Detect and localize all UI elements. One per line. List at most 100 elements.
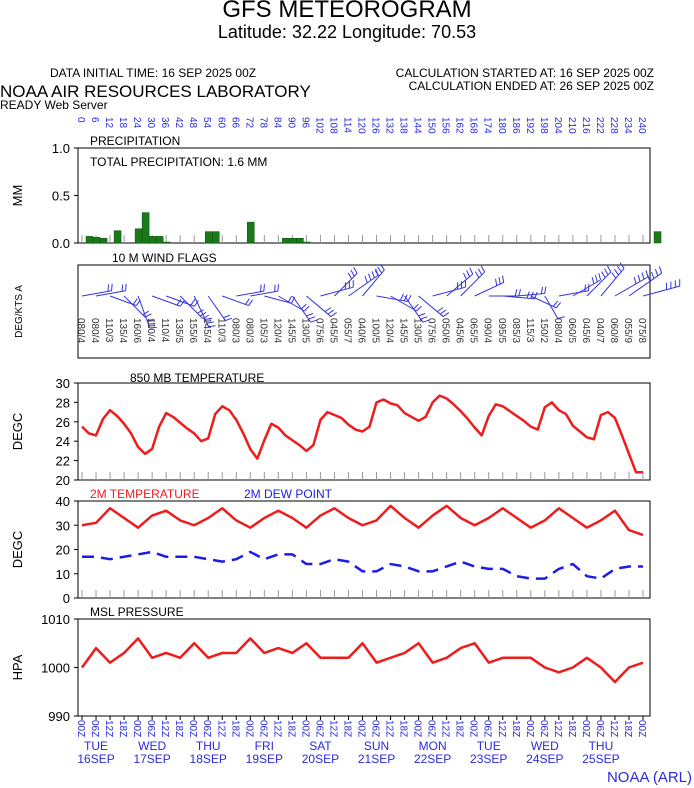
- top-hour-label: 108: [327, 117, 338, 134]
- legend-temperature: 2M TEMPERATURE: [90, 487, 200, 501]
- top-hour-label: 48: [187, 117, 198, 129]
- wind-flag-label: 055/7: [341, 318, 352, 343]
- wind-flag-barb: [324, 307, 332, 313]
- y-tick-label: 26: [56, 415, 70, 430]
- page-title: GFS METEOROGRAM: [222, 0, 472, 23]
- y-axis-label: DEGC: [10, 531, 25, 569]
- wind-flag-staff: [418, 295, 444, 317]
- wind-flag-staff: [628, 272, 663, 297]
- wind-flag-barb: [614, 269, 619, 276]
- wind-flag-label: 130/5: [299, 318, 310, 343]
- y-tick-label: 1010: [41, 612, 70, 627]
- wind-flag-barb: [616, 265, 622, 273]
- bottom-hour-label: 12Z: [103, 720, 114, 737]
- wind-flag-staff: [600, 268, 625, 297]
- bottom-hour-label: 00Z: [299, 720, 310, 737]
- wind-flag-barb: [637, 274, 641, 282]
- wind-flag-barb: [206, 321, 214, 324]
- precip-bar: [303, 241, 311, 244]
- wind-flag-barb: [540, 286, 544, 294]
- precip-bar: [162, 241, 171, 244]
- y-tick-label: 30: [56, 518, 70, 533]
- day-date-label: 25SEP: [582, 752, 619, 766]
- wind-flag-label: 040/6: [356, 318, 367, 343]
- top-hour-label: 222: [594, 117, 605, 134]
- wind-flag-staff: [250, 290, 278, 297]
- wind-flag-staff: [502, 295, 535, 300]
- precip-bar: [247, 221, 255, 244]
- bottom-hour-label: 06Z: [257, 720, 268, 737]
- bottom-hour-label: 06Z: [426, 720, 437, 737]
- wind-flag-staff: [376, 295, 409, 303]
- day-name-label: SUN: [364, 739, 389, 753]
- wind-flag-barb: [604, 268, 609, 276]
- wind-flag-barb: [379, 263, 385, 271]
- y-axis-label: DEGC: [10, 413, 25, 451]
- top-hour-label: 102: [313, 117, 324, 134]
- day-date-label: 16SEP: [77, 752, 114, 766]
- location-subtitle: Latitude: 32.22 Longitude: 70.53: [217, 22, 477, 42]
- wind-flag-staff: [123, 295, 146, 318]
- wind-flag-barb: [594, 275, 598, 283]
- bottom-hour-label: 00Z: [468, 720, 479, 737]
- wind-flag-label: 135/4: [117, 318, 128, 343]
- wind-flag-barb: [274, 284, 276, 292]
- top-hour-label: 198: [538, 117, 549, 134]
- wind-flag-barb: [132, 298, 138, 305]
- bottom-hour-label: 00Z: [243, 720, 254, 737]
- wind-flag-staff: [586, 271, 612, 297]
- top-hour-label: 168: [468, 117, 479, 134]
- wind-flag-barb: [480, 265, 486, 273]
- top-hour-label: 234: [622, 117, 633, 134]
- wind-flag-barb: [598, 273, 602, 281]
- y-tick-label: 990: [48, 709, 70, 724]
- bottom-hour-label: 12Z: [215, 720, 226, 737]
- bottom-hour-label: 18Z: [622, 720, 633, 737]
- wind-flag-label: 145/5: [285, 318, 296, 343]
- wind-flag-barb: [552, 300, 559, 307]
- wind-flag-label: 060/5: [566, 318, 577, 343]
- bottom-hour-label: 12Z: [552, 720, 563, 737]
- bottom-hour-label: 18Z: [229, 720, 240, 737]
- y-axis-label: DEG/KTS A: [14, 285, 25, 338]
- bottom-hour-label: 06Z: [89, 720, 100, 737]
- wind-flag-staff: [236, 290, 264, 297]
- bottom-hour-label: 00Z: [356, 720, 367, 737]
- wind-flag-barb: [260, 284, 262, 292]
- top-hour-label: 174: [482, 117, 493, 134]
- wind-flag-label: 110/3: [215, 318, 226, 343]
- wind-flag-barb: [647, 274, 651, 282]
- wind-flag-label: 040/7: [594, 318, 605, 343]
- wind-flag-barb: [353, 267, 358, 274]
- wind-flag-barb: [413, 303, 419, 310]
- wind-flag-barb: [420, 316, 428, 320]
- wind-flag-barb: [107, 284, 110, 292]
- wind-flag-staff: [432, 286, 466, 297]
- precip-bar: [113, 230, 122, 244]
- wind-flag-label: 045/6: [580, 318, 591, 343]
- wind-flag-label: 075/6: [426, 318, 437, 343]
- panel-title: MSL PRESSURE: [90, 605, 184, 619]
- wind-flag-label: 090/4: [482, 318, 493, 343]
- wind-flag-barb: [125, 283, 127, 291]
- wind-flag-label: 080/4: [89, 318, 100, 343]
- wind-flag-staff: [390, 295, 417, 312]
- calculation-started: CALCULATION STARTED AT: 16 SEP 2025 00Z: [395, 66, 654, 80]
- top-hour-label: 0: [75, 117, 86, 123]
- top-hour-label: 138: [398, 117, 409, 134]
- wind-flag-barb: [518, 289, 522, 297]
- top-hour-label: 114: [341, 117, 352, 133]
- wind-flag-barb: [544, 286, 547, 294]
- wind-flag-barb: [557, 316, 565, 319]
- wind-flag-staff: [334, 273, 358, 297]
- day-name-label: TUE: [84, 739, 108, 753]
- wind-flag-label: 105/3: [257, 318, 268, 343]
- y-tick-label: 0.0: [52, 236, 70, 251]
- bottom-hour-label: 18Z: [398, 720, 409, 737]
- day-date-label: 23SEP: [470, 752, 507, 766]
- legend-dew-point: 2M DEW POINT: [244, 487, 333, 501]
- precip-bar: [282, 238, 290, 244]
- y-tick-label: 1000: [41, 661, 70, 676]
- bottom-hour-label: 06Z: [482, 720, 493, 737]
- bottom-hour-label: 12Z: [271, 720, 282, 737]
